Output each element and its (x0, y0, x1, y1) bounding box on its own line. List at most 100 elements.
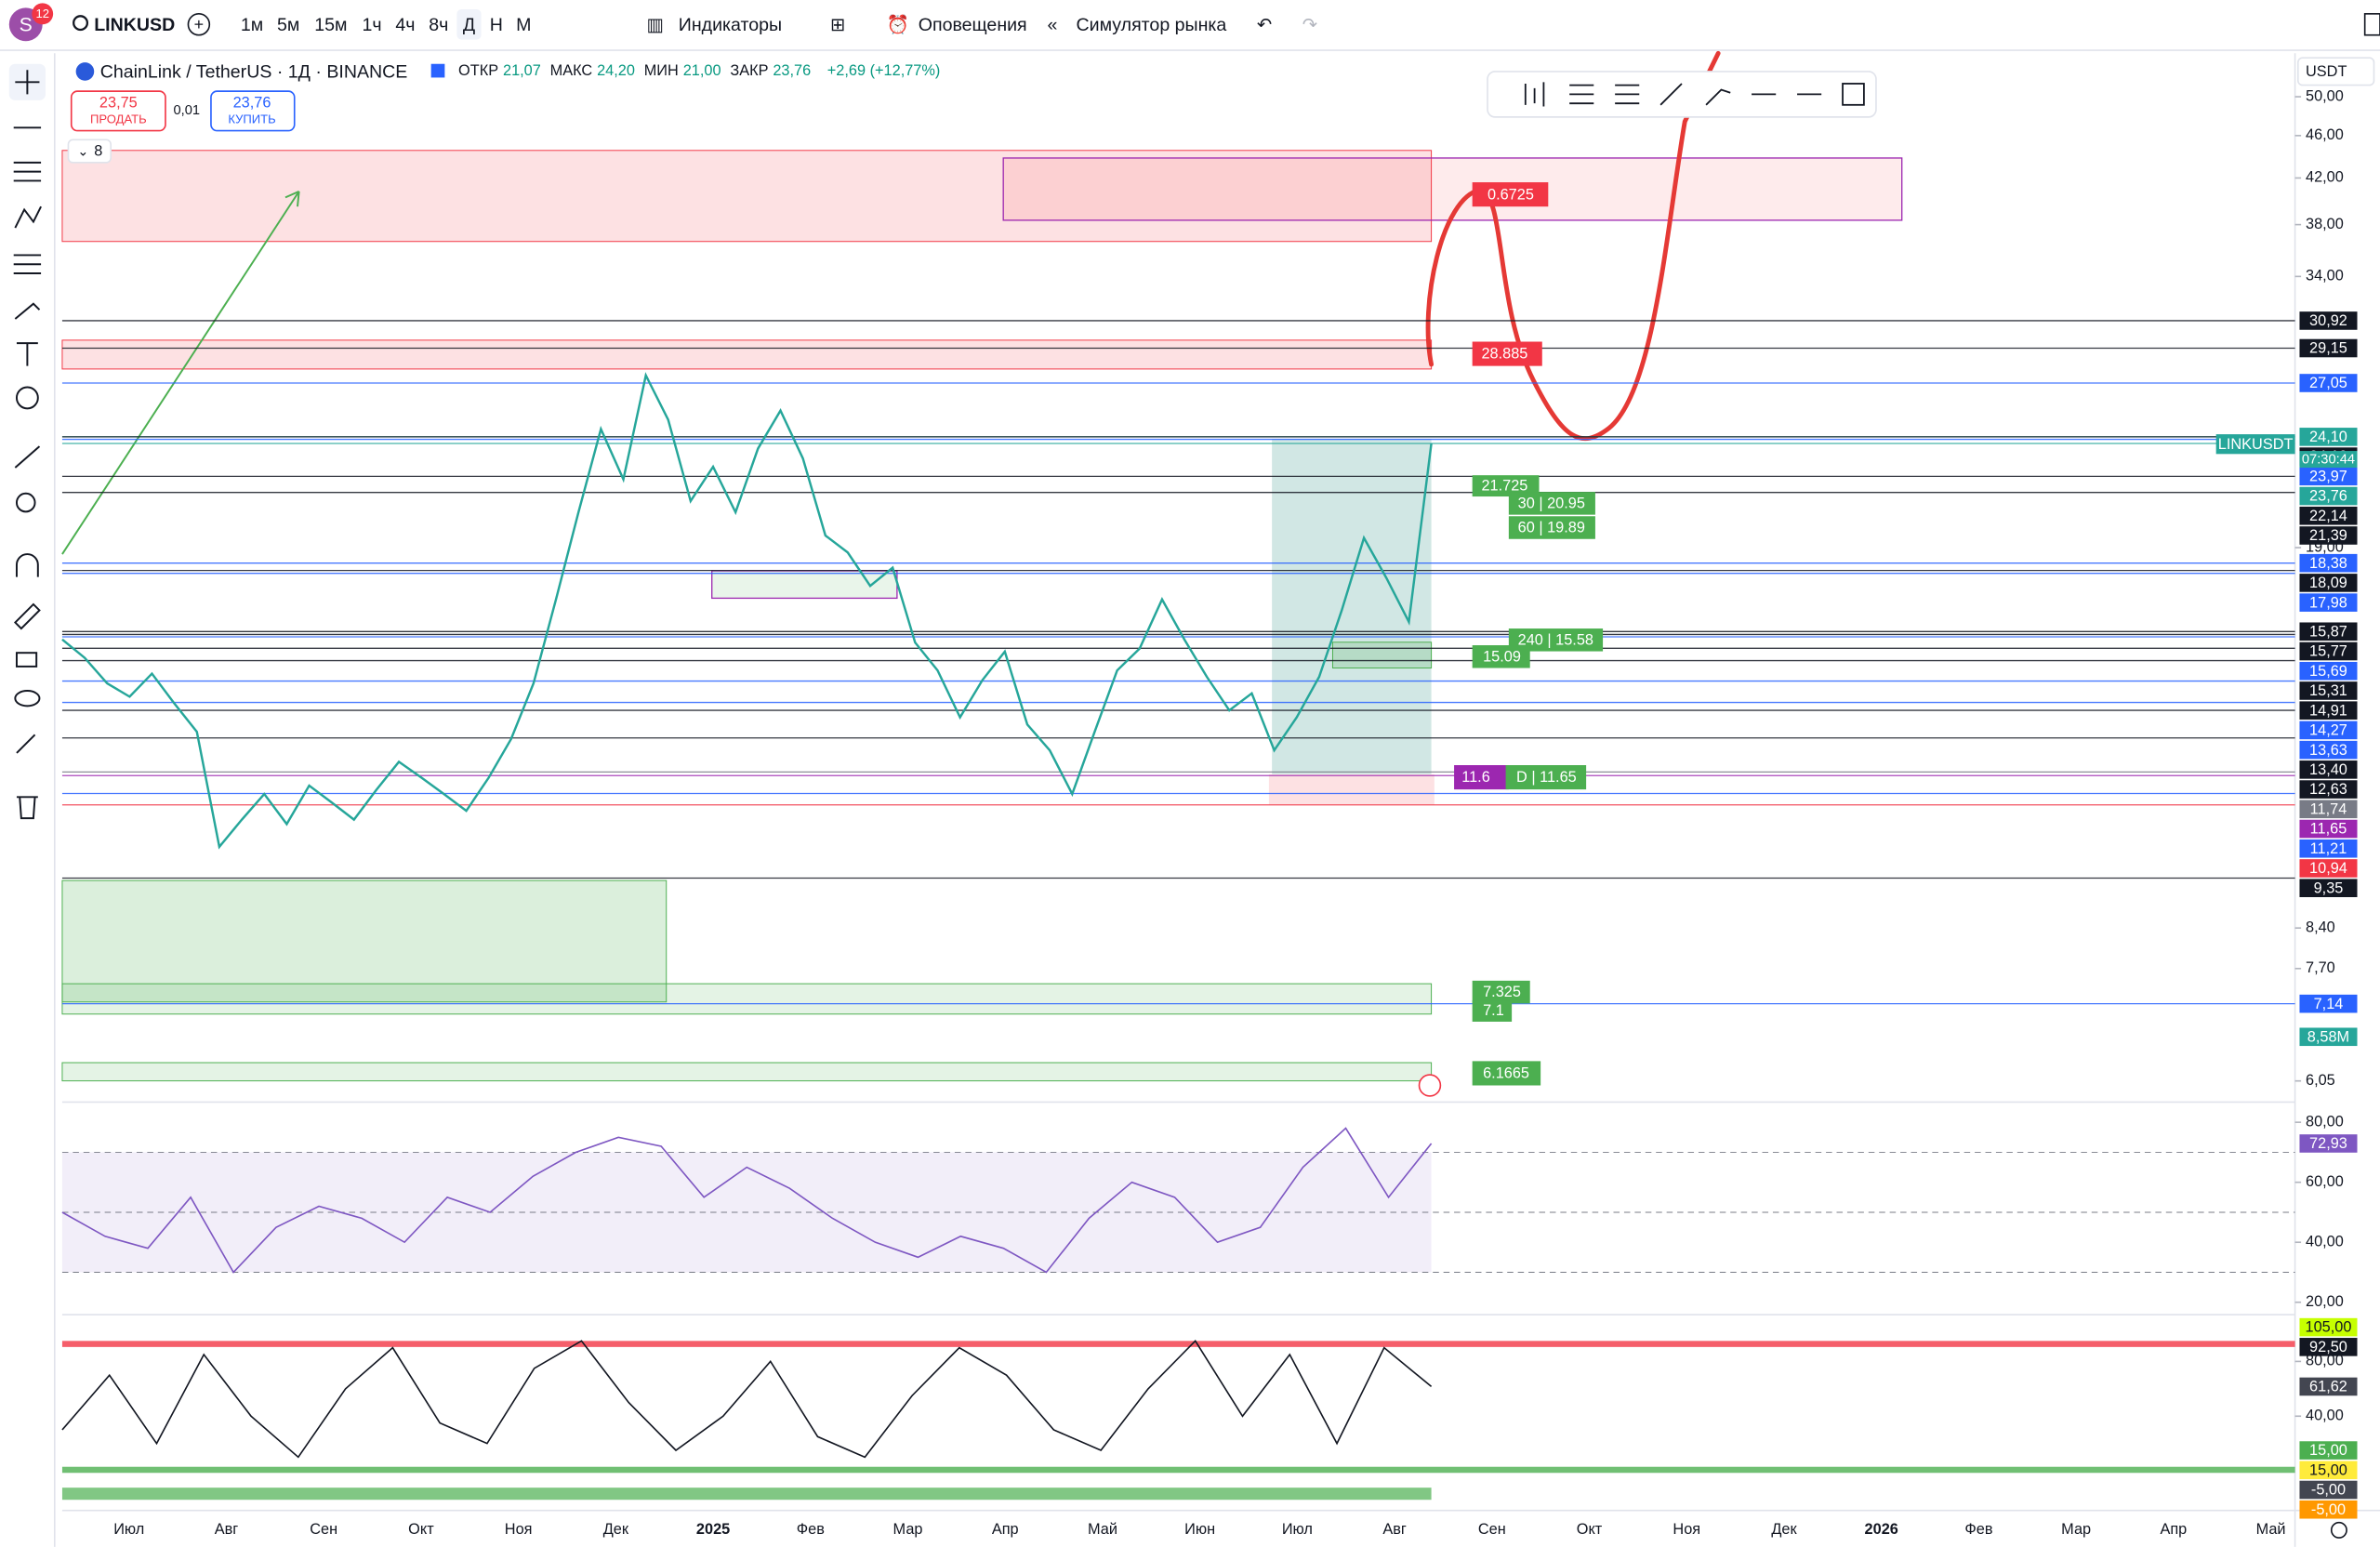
time-label: Ноя (505, 1521, 533, 1538)
annotation-bg (1472, 1000, 1513, 1022)
countdown-bg (2299, 451, 2358, 469)
price-tag-bg (2299, 681, 2358, 700)
trend-strip (61, 1488, 1432, 1501)
price-tag: 23,97 (2309, 468, 2347, 484)
order-block[interactable] (1331, 641, 1433, 669)
tool-brush[interactable] (14, 302, 41, 320)
price-tag-bg (2299, 760, 2358, 779)
interval-button[interactable]: 1м (241, 15, 263, 35)
interval-button[interactable]: 4ч (395, 15, 415, 35)
supply-zone[interactable] (61, 339, 1433, 370)
layout-icon[interactable] (2363, 13, 2380, 36)
interval-button[interactable]: Д (463, 15, 475, 35)
long-position[interactable] (1272, 439, 1432, 774)
price-tag-bg (2299, 374, 2358, 392)
add-symbol[interactable] (187, 13, 211, 36)
tool-link[interactable] (16, 734, 36, 754)
tool-pattern[interactable] (14, 205, 42, 229)
tool-icon[interactable] (1842, 83, 1865, 106)
y-tick-label: 46,00 (2306, 126, 2344, 143)
demand-zone[interactable] (61, 983, 1433, 1015)
interval-button[interactable]: М (516, 15, 531, 35)
plot-area: Июл Авг Сен Окт Ноя Дек 2025 Фев Мар Апр Май Июн Июл… (61, 87, 2358, 1538)
currency: USDT (2306, 63, 2347, 80)
search-icon (73, 15, 89, 32)
price-tag: 7,14 (2314, 996, 2344, 1012)
stop-zone[interactable] (1268, 774, 1435, 805)
redo[interactable]: ↷ (1302, 15, 1318, 35)
tool-cursor[interactable] (15, 70, 40, 95)
time-label: Окт (408, 1521, 434, 1538)
price-tag: 14,91 (2309, 702, 2347, 719)
tool-zoom[interactable] (15, 492, 36, 513)
price-tag: -5,00 (2311, 1482, 2346, 1499)
annotation: 7.1 (1483, 1002, 1504, 1019)
indicators-count: 8 (94, 143, 102, 160)
interval-button[interactable]: 8ч (429, 15, 448, 35)
settings-icon[interactable] (2330, 1521, 2347, 1539)
price-tag: 12,63 (2309, 781, 2347, 798)
event-icon[interactable] (1418, 1074, 1442, 1097)
tool-delete[interactable] (16, 796, 38, 820)
tool-ruler[interactable] (14, 445, 41, 469)
y-tick-label: 80,00 (2306, 1353, 2344, 1369)
annotation: D | 11.65 (1516, 769, 1577, 786)
tool-icon[interactable] (1524, 82, 1545, 107)
annotation-bg (1472, 980, 1530, 1004)
y-tick-label: 60,00 (2306, 1173, 2344, 1190)
time-label: Апр (2160, 1521, 2187, 1538)
annotation: 7.325 (1483, 984, 1521, 1000)
interval-button[interactable]: Н (490, 15, 503, 35)
interval-button[interactable]: 1ч (362, 15, 381, 35)
tool-icon[interactable] (1705, 88, 1731, 106)
stat-value: 21,07 (503, 62, 541, 79)
interval-button[interactable]: 5м (277, 15, 299, 35)
tool-magnet[interactable] (15, 553, 39, 577)
tool-icon[interactable] (1659, 83, 1683, 106)
tool-forecast[interactable] (13, 254, 42, 275)
undo[interactable]: ↶ (1257, 15, 1272, 35)
indicators-button[interactable]: Индикаторы (679, 15, 782, 35)
tool-icon[interactable] (1615, 84, 1640, 105)
price-tag: 10,94 (2309, 860, 2347, 877)
tool-icon[interactable] (1569, 84, 1594, 105)
currency-selector[interactable] (2297, 57, 2375, 86)
tool-lock[interactable] (15, 652, 38, 668)
buy-button[interactable] (210, 90, 296, 132)
demand-zone[interactable] (61, 1062, 1433, 1082)
tool-text[interactable] (16, 342, 38, 366)
tool-fib[interactable] (13, 161, 42, 182)
osc-bottom-band (61, 1466, 2295, 1474)
simulator-button[interactable]: Симулятор рынка (1077, 15, 1227, 35)
time-label: Сен (1478, 1521, 1506, 1538)
tool-draw-mode[interactable] (13, 602, 41, 630)
alerts-icon: ⏰ (886, 13, 908, 35)
stat-key: ЗАКР (730, 62, 768, 79)
target-zone[interactable] (1002, 157, 1903, 221)
interval-button[interactable]: 15м (314, 15, 347, 35)
y-tick-label: 8,40 (2306, 919, 2335, 935)
y-tick-label: 34,00 (2306, 268, 2344, 284)
price-tag-bg (2299, 574, 2358, 592)
sell-button[interactable] (70, 90, 166, 132)
sell-label: ПРОДАТЬ (90, 112, 147, 126)
time-label: Окт (1577, 1521, 1603, 1538)
price-tag-bg (2299, 1377, 2358, 1396)
tool-emoji[interactable] (15, 386, 39, 410)
flag (430, 63, 445, 78)
templates-icon[interactable]: ⊞ (830, 15, 845, 35)
chart-type-icon[interactable]: ▥ (647, 15, 665, 35)
trend-arrow[interactable] (61, 191, 300, 555)
price-tag-bg (2299, 740, 2358, 760)
tool-visibility[interactable] (14, 690, 41, 707)
price-tag: 13,63 (2309, 742, 2347, 759)
drawing-toolbar-icons (1524, 82, 1865, 107)
y-tick-label: 42,00 (2306, 169, 2344, 186)
alerts-button[interactable]: Оповещения (919, 15, 1027, 35)
symbol-search[interactable]: LINKUSD (94, 15, 175, 35)
hand-drawn-forecast[interactable] (1425, 50, 1721, 442)
demand-zone[interactable] (61, 879, 668, 1003)
y-tick-label: 7,70 (2306, 959, 2335, 976)
indicators-toggle[interactable] (67, 139, 112, 164)
annotation: 6.1665 (1483, 1065, 1529, 1082)
